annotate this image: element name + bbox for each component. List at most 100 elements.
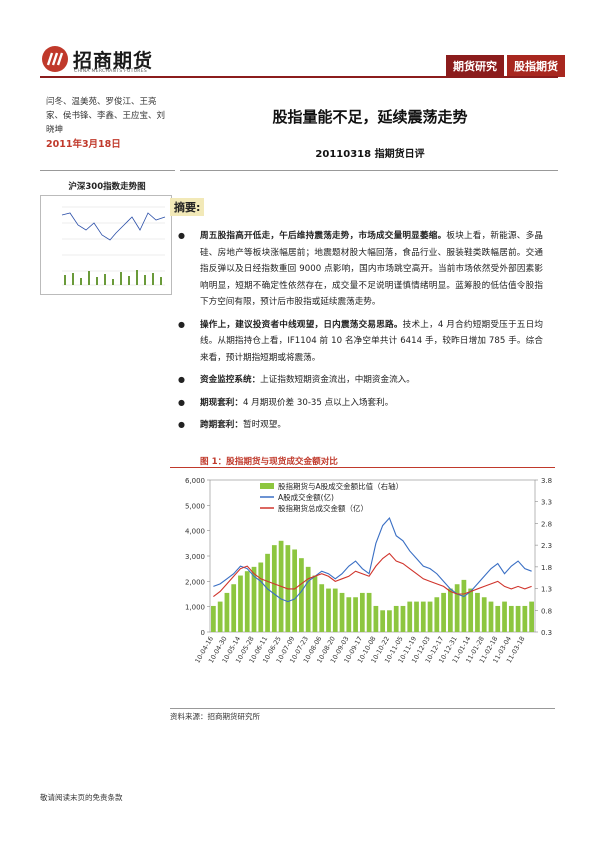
legend-label: A股成交金额(亿)	[278, 492, 334, 502]
bar	[475, 592, 480, 632]
bar	[393, 605, 399, 632]
authors: 闫冬、温美苑、罗俊江、王亮家、侯书锋、李鑫、王应宝、刘晓坤	[46, 97, 166, 135]
bar	[522, 605, 528, 632]
summary-list: 周五股指高开低走，午后维持震荡走势，市场成交量明显萎缩。板块上看，新能源、多晶硅…	[178, 228, 543, 440]
bar	[339, 592, 345, 632]
y-tick-label: 2,000	[185, 578, 205, 586]
bar	[488, 601, 494, 632]
summary-bullet: 操作上，建议投资者中线观望，日内震荡交易思路。技术上，4 月合约短期受压于五日均…	[178, 317, 543, 367]
bullet-text: 板块上看，新能源、多晶硅、房地产等板块涨幅居前；地震题材股大幅回落，食品行业、服…	[200, 231, 543, 307]
bar	[326, 588, 331, 632]
caption-rule	[170, 467, 555, 468]
logo-english: CHINA MERCHANTS FUTURES	[74, 69, 148, 74]
thumb-line	[61, 212, 166, 241]
thumb-volume	[64, 270, 162, 285]
bar	[319, 584, 325, 632]
y-tick-label: 3,000	[185, 553, 205, 561]
y-tick-label: 4,000	[185, 528, 205, 536]
bar	[454, 584, 460, 632]
summary-heading: 摘要:	[170, 198, 205, 216]
y2-tick-label: 1.3	[541, 586, 552, 594]
bar	[312, 575, 318, 632]
bar	[238, 575, 243, 632]
tag: 股指期货	[507, 55, 565, 77]
y-tick-label: 6,000	[185, 477, 205, 485]
bar	[258, 562, 264, 632]
bar	[244, 571, 250, 632]
bullet-lead: 跨期套利：	[200, 420, 243, 430]
summary-bullet: 跨期套利：暂时观望。	[178, 417, 543, 434]
logo-strokes	[46, 52, 64, 66]
bar	[346, 597, 352, 632]
bar	[224, 592, 230, 632]
y2-tick-label: 2.3	[541, 542, 552, 550]
bar	[502, 601, 507, 632]
bar	[211, 605, 216, 632]
y2-tick-label: 0.8	[541, 607, 552, 615]
figure-source: 资料来源：招商期货研究所	[170, 712, 260, 721]
y-tick-label: 0	[201, 629, 205, 637]
bar	[434, 597, 440, 632]
y2-tick-label: 3.3	[541, 499, 552, 507]
bullet-lead: 期现套利：	[200, 397, 243, 408]
sidebar-rule	[40, 170, 175, 171]
bar	[353, 597, 358, 632]
bar	[373, 605, 379, 632]
logo-icon	[42, 46, 68, 72]
bullet-text: 上证指数短期资金流出，中期资金流入。	[260, 375, 415, 385]
header-rule	[40, 76, 558, 78]
bar	[515, 605, 521, 632]
bar	[359, 592, 365, 632]
bullet-text: 技术上，4 月合约短期受压于五日均线。从期指持仓上看，IF1104 前 10 名…	[200, 319, 543, 363]
y2-tick-label: 3.8	[541, 477, 552, 485]
bar	[271, 545, 277, 632]
y-tick-label: 1,000	[185, 604, 205, 612]
date: 2011年3月18日	[46, 139, 121, 150]
y2-tick-label: 1.8	[541, 564, 552, 572]
disclaimer-note: 敬请阅读末页的免责条款	[40, 793, 123, 802]
summary-bullet: 周五股指高开低走，午后维持震荡走势，市场成交量明显萎缩。板块上看，新能源、多晶硅…	[178, 228, 543, 311]
bar	[447, 588, 453, 632]
bar	[427, 601, 433, 632]
bar	[420, 601, 426, 632]
bar	[332, 588, 338, 632]
summary-bullet: 资金监控系统：上证指数短期资金流出，中期资金流入。	[178, 372, 543, 389]
bar	[292, 549, 298, 632]
bullet-text: 4 月期现价差 30-35 点以上入场套利。	[242, 397, 394, 408]
legend-label: 股指期货与A股成交金额比值（右轴）	[278, 481, 403, 491]
bullet-lead: 周五股指高开低走，午后维持震荡走势，市场成交量明显萎缩。	[200, 231, 447, 241]
summary-bullet: 期现套利：4 月期现价差 30-35 点以上入场套利。	[178, 395, 543, 412]
bar	[366, 592, 372, 632]
index-thumbnail	[40, 195, 172, 295]
bar	[468, 588, 474, 632]
bar	[414, 601, 419, 632]
side-chart-title: 沪深300指数走势图	[68, 182, 146, 192]
bullet-text: 暂时观望。	[242, 420, 286, 430]
tag: 期货研究	[446, 55, 504, 77]
legend-swatch	[260, 483, 274, 489]
bullet-lead: 资金监控系统：	[200, 375, 261, 385]
bar	[461, 579, 467, 632]
report-subtitle: 20110318 指期货日评	[315, 149, 425, 160]
bar	[481, 597, 487, 632]
bar	[529, 601, 534, 632]
bar	[380, 610, 386, 632]
bar	[299, 558, 304, 632]
bar	[251, 566, 257, 632]
bullet-lead: 操作上，建议投资者中线观望，日内震荡交易思路。	[200, 319, 403, 330]
bar	[400, 605, 406, 632]
bar	[495, 605, 501, 632]
bar	[265, 553, 270, 632]
source-rule	[170, 708, 555, 709]
figure-caption: 图 1：股指期货与现货成交金额对比	[200, 457, 338, 467]
line-series	[213, 552, 532, 597]
bar	[508, 605, 514, 632]
bar	[441, 592, 446, 632]
y2-tick-label: 2.8	[541, 520, 552, 528]
bar	[217, 601, 223, 632]
y-tick-label: 5,000	[185, 502, 205, 510]
bar	[407, 601, 413, 632]
line-series	[213, 516, 532, 603]
bar	[387, 610, 392, 632]
